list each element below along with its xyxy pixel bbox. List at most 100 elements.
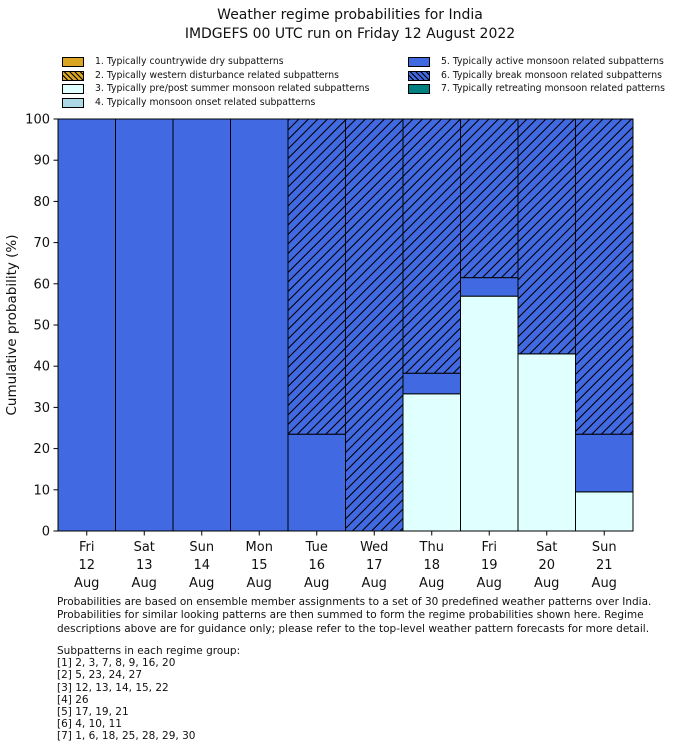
chart-title: Weather regime probabilities for India (217, 7, 483, 23)
x-tick-label-month: Aug (419, 576, 444, 591)
bar-segment-regime6-Fri19 (460, 118, 519, 279)
y-axis-title: Cumulative probability (%) (4, 234, 20, 415)
legend-swatch-1 (62, 57, 84, 67)
x-tick-label-date: 15 (251, 558, 268, 573)
legend-left-column: 1. Typically countrywide dry subpatterns… (62, 56, 369, 109)
bar-segment-regime3-Sat20 (517, 353, 576, 532)
subpattern-group: [3] 12, 13, 14, 15, 22 (57, 681, 169, 694)
legend-swatch-3 (62, 84, 84, 94)
y-tick-label: 90 (33, 154, 50, 169)
legend-swatch-4 (62, 97, 84, 108)
x-tick-label-day: Tue (305, 540, 328, 555)
legend-item-6: 6. Typically break monsoon related subpa… (408, 70, 665, 82)
footnote: Probabilities are based on ensemble memb… (57, 596, 687, 636)
bar-segment-regime6-Sun21 (575, 118, 634, 435)
x-tick-label-date: 13 (136, 558, 153, 573)
bar-segment-regime5-Thu18 (402, 372, 461, 395)
y-tick-label: 30 (33, 401, 50, 416)
bar-segment-regime3-Thu18 (402, 393, 461, 532)
x-tick-label-day: Thu (419, 540, 444, 555)
legend-item-2: 2. Typically western disturbance related… (62, 70, 369, 82)
y-tick-label: 10 (33, 483, 50, 498)
x-tick-label-date: 14 (193, 558, 210, 573)
bar-segment-regime5-Sun21 (575, 433, 634, 493)
x-tick-label-date: 20 (538, 558, 555, 573)
x-tick-label-date: 18 (423, 558, 440, 573)
x-tick-label-date: 17 (366, 558, 383, 573)
subpattern-group: [7] 1, 6, 18, 25, 28, 29, 30 (57, 730, 196, 743)
legend-swatch-hatched-2 (62, 70, 84, 81)
y-tick-label: 60 (33, 277, 50, 292)
legend-label: 6. Typically break monsoon related subpa… (441, 69, 662, 81)
legend-item-5: 5. Typically active monsoon related subp… (408, 56, 665, 68)
y-tick-label: 50 (33, 319, 50, 334)
y-tick-label: 100 (25, 113, 50, 128)
y-tick-label: 40 (33, 360, 50, 375)
legend-label: 2. Typically western disturbance related… (95, 69, 339, 81)
legend-swatch-hatched-6 (408, 70, 430, 81)
x-tick-label-day: Sat (134, 540, 155, 555)
bar-segment-regime5-Fri19 (460, 277, 519, 297)
x-tick-label-month: Aug (592, 576, 617, 591)
x-tick-label-month: Aug (477, 576, 502, 591)
footnote-line: Probabilities are based on ensemble memb… (57, 596, 652, 608)
bar-segment-regime5-Tue16 (287, 433, 346, 532)
bar-segment-regime3-Sun21 (575, 491, 634, 532)
bar-segment-regime6-Thu18 (402, 118, 461, 374)
legend-item-3: 3. Typically pre/post summer monsoon rel… (62, 83, 369, 95)
legend-right-column: 5. Typically active monsoon related subp… (408, 56, 665, 95)
x-tick-label-month: Aug (74, 576, 99, 591)
x-tick-label-month: Aug (189, 576, 214, 591)
legend-swatch-7 (408, 84, 430, 94)
subpattern-group: [1] 2, 3, 7, 8, 9, 16, 20 (57, 657, 176, 670)
x-tick-label-month: Aug (534, 576, 559, 591)
bar-segment-regime6-Sat20 (517, 118, 576, 355)
x-tick-label-month: Aug (362, 576, 387, 591)
subpattern-group: [2] 5, 23, 24, 27 (57, 669, 142, 682)
legend-item-7: 7. Typically retreating monsoon related … (408, 83, 665, 95)
bar-segment-regime5-Sun14 (172, 118, 231, 532)
legend-item-1: 1. Typically countrywide dry subpatterns (62, 56, 369, 68)
y-tick-label: 0 (42, 525, 50, 540)
subpattern-group: [5] 17, 19, 21 (57, 706, 129, 719)
legend-label: 7. Typically retreating monsoon related … (441, 83, 666, 94)
x-tick-label-day: Wed (360, 540, 388, 555)
legend-label: 4. Typically monsoon onset related subpa… (95, 96, 316, 108)
chart-subtitle: IMDGEFS 00 UTC run on Friday 12 August 2… (184, 26, 516, 42)
x-tick-label-day: Mon (246, 540, 273, 555)
footnote-line: Probabilities for similar looking patter… (57, 609, 644, 622)
bar-segment-regime6-Wed17 (345, 118, 404, 532)
x-tick-label-date: 16 (308, 558, 325, 573)
x-tick-label-month: Aug (132, 576, 157, 591)
x-tick-label-day: Fri (79, 540, 95, 555)
bar-segment-regime5-Fri12 (57, 118, 116, 532)
bar-segment-regime5-Sat13 (115, 118, 174, 532)
stacked-bar-chart: 0 10 20 30 40 50 60 70 80 90 100 Fri 12 Aug Sat 13 Aug Su… (4, 113, 634, 591)
bar-segment-regime3-Fri19 (460, 295, 519, 532)
legend-label: 1. Typically countrywide dry subpatterns (95, 56, 284, 67)
legend-item-4: 4. Typically monsoon onset related subpa… (62, 97, 369, 109)
x-tick-label-date: 21 (596, 558, 613, 573)
x-tick-label-day: Sun (189, 540, 214, 555)
x-tick-label-day: Sat (536, 540, 557, 555)
legend-label: 3. Typically pre/post summer monsoon rel… (95, 83, 370, 94)
x-tick-label-month: Aug (304, 576, 329, 591)
bar-segment-regime6-Tue16 (287, 118, 346, 435)
footnote-line: descriptions above are for guidance only… (57, 622, 650, 635)
y-tick-label: 70 (33, 236, 50, 251)
subpatterns-heading: Subpatterns in each regime group: (57, 645, 241, 657)
chart-title-block: Weather regime probabilities for India I… (0, 6, 700, 44)
x-tick-label-date: 19 (481, 558, 498, 573)
x-tick-label-date: 12 (78, 558, 95, 573)
subpatterns-block: Subpatterns in each regime group: [1] 2,… (57, 645, 457, 743)
subpattern-group: [4] 26 (57, 693, 89, 706)
x-tick-label-month: Aug (247, 576, 272, 591)
x-tick-label-day: Sun (592, 540, 617, 555)
x-tick-label-day: Fri (482, 540, 498, 555)
legend-swatch-5 (408, 57, 430, 67)
legend-label: 5. Typically active monsoon related subp… (441, 56, 664, 67)
y-tick-label: 80 (33, 195, 50, 210)
subpattern-group: [6] 4, 10, 11 (57, 718, 122, 731)
y-tick-label: 20 (33, 442, 50, 457)
